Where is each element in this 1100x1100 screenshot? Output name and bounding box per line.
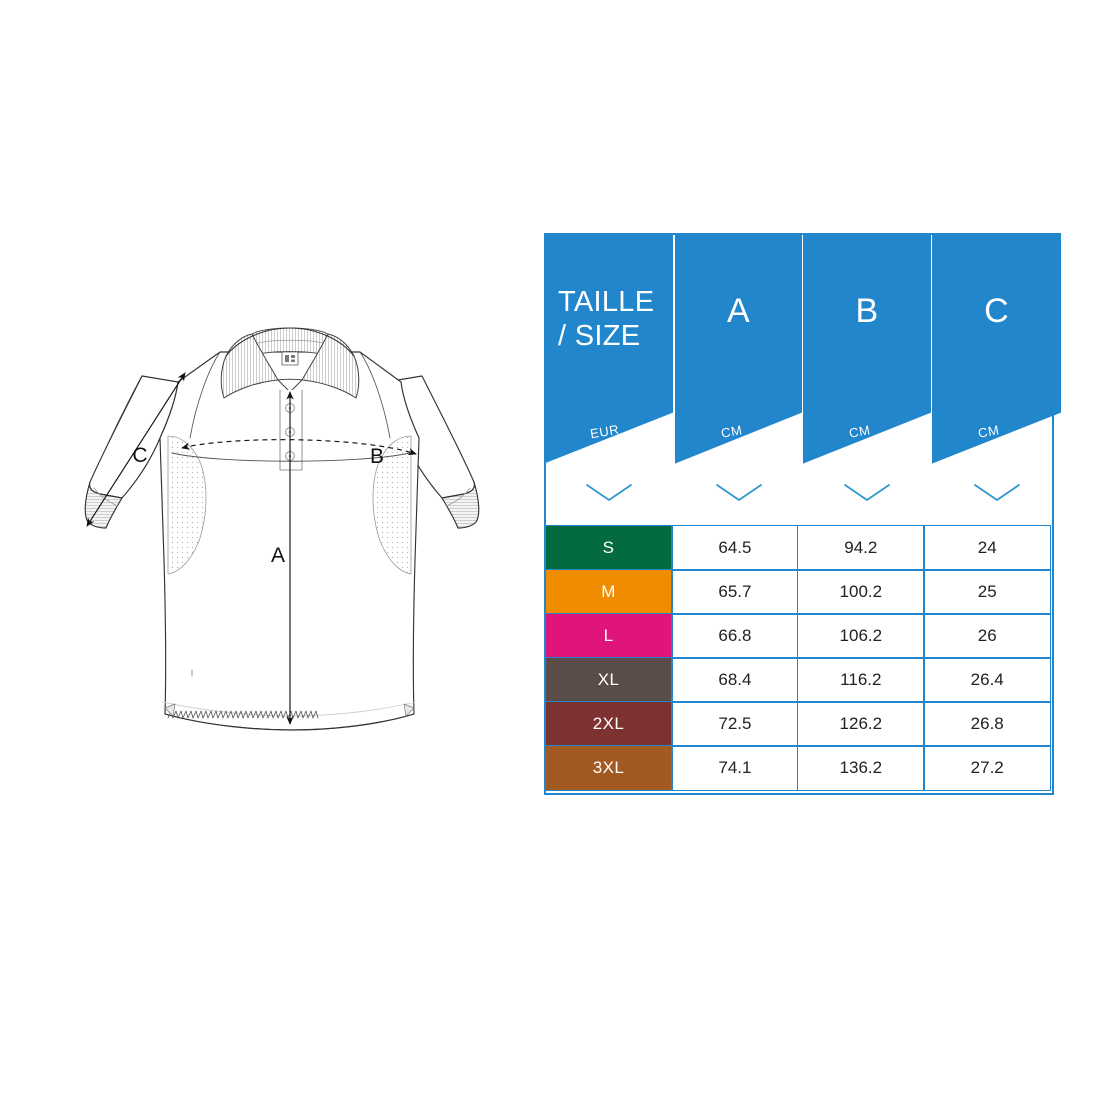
size-label-cell[interactable]: XL	[544, 657, 673, 703]
polo-shirt-technical-drawing: A B C	[30, 240, 550, 780]
measurement-cell-a: 66.8	[671, 613, 799, 659]
chevron-down-icon[interactable]	[715, 483, 763, 503]
header-blue-block	[544, 233, 673, 464]
table-row: S 64.5 94.2 24	[544, 525, 1054, 571]
measurement-cell-b: 100.2	[796, 569, 925, 615]
chevron-down-icon[interactable]	[585, 483, 633, 503]
measurement-label-c: C	[132, 444, 147, 467]
size-label-cell[interactable]: 2XL	[544, 701, 673, 747]
table-row: M 65.7 100.2 25	[544, 569, 1054, 615]
header-unit-size: EUR	[588, 421, 621, 442]
measurement-cell-b: 126.2	[796, 701, 925, 747]
measurement-cell-b: 106.2	[796, 613, 925, 659]
size-chart-table: TAILLE / SIZE EUR A CM B CM	[544, 233, 1061, 795]
header-cell-b: B CM	[803, 233, 931, 525]
collar	[220, 327, 360, 399]
header-title-a: A	[727, 292, 750, 330]
header-blue-block	[675, 233, 802, 464]
header-blue-block	[803, 233, 931, 464]
measurement-label-b: B	[370, 445, 384, 468]
measurement-cell-a: 65.7	[671, 569, 799, 615]
chevron-down-icon[interactable]	[973, 483, 1021, 503]
measurement-cell-b: 94.2	[796, 525, 925, 571]
measurement-label-a: A	[271, 544, 285, 567]
header-title-b: B	[855, 292, 879, 330]
header-cell-a: A CM	[675, 233, 802, 525]
measurement-arrow-c	[86, 372, 186, 527]
size-label-cell[interactable]: M	[544, 569, 673, 615]
header-blue-block	[932, 233, 1061, 464]
measurement-cell-a: 68.4	[671, 657, 799, 703]
measurement-cell-c: 25	[923, 569, 1052, 615]
header-cell-size: TAILLE / SIZE EUR	[544, 233, 673, 525]
table-header: TAILLE / SIZE EUR A CM B CM	[544, 233, 1061, 525]
header-unit-b: CM	[847, 422, 872, 441]
measurement-cell-b: 136.2	[796, 745, 925, 791]
measurement-cell-c: 24	[923, 525, 1052, 571]
brand-label	[281, 351, 299, 366]
size-label-cell[interactable]: 3XL	[544, 745, 673, 791]
header-title-size: TAILLE / SIZE	[558, 286, 655, 353]
chevron-down-icon[interactable]	[843, 483, 891, 503]
table-row: 3XL 74.1 136.2 27.2	[544, 745, 1054, 791]
table-row: XL 68.4 116.2 26.4	[544, 657, 1054, 703]
header-cell-c: C CM	[932, 233, 1061, 525]
measurement-cell-c: 26.8	[923, 701, 1052, 747]
right-sleeve	[385, 375, 480, 529]
header-title-c: C	[984, 292, 1009, 330]
measurement-cell-c: 26	[923, 613, 1052, 659]
measurement-cell-c: 27.2	[923, 745, 1052, 791]
measurement-cell-a: 74.1	[671, 745, 799, 791]
table-body: S 64.5 94.2 24 M 65.7 100.2 25 L 66.8 106.2 26 XL 68.…	[544, 525, 1054, 791]
measurement-cell-c: 26.4	[923, 657, 1052, 703]
measurement-cell-a: 64.5	[671, 525, 799, 571]
header-unit-a: CM	[719, 422, 744, 441]
table-row: 2XL 72.5 126.2 26.8	[544, 701, 1054, 747]
measurement-cell-a: 72.5	[671, 701, 799, 747]
table-row: L 66.8 106.2 26	[544, 613, 1054, 659]
measurement-arrow-b	[181, 439, 417, 456]
size-label-cell[interactable]: L	[544, 613, 673, 659]
size-label-cell[interactable]: S	[544, 525, 673, 571]
measurement-cell-b: 116.2	[796, 657, 925, 703]
